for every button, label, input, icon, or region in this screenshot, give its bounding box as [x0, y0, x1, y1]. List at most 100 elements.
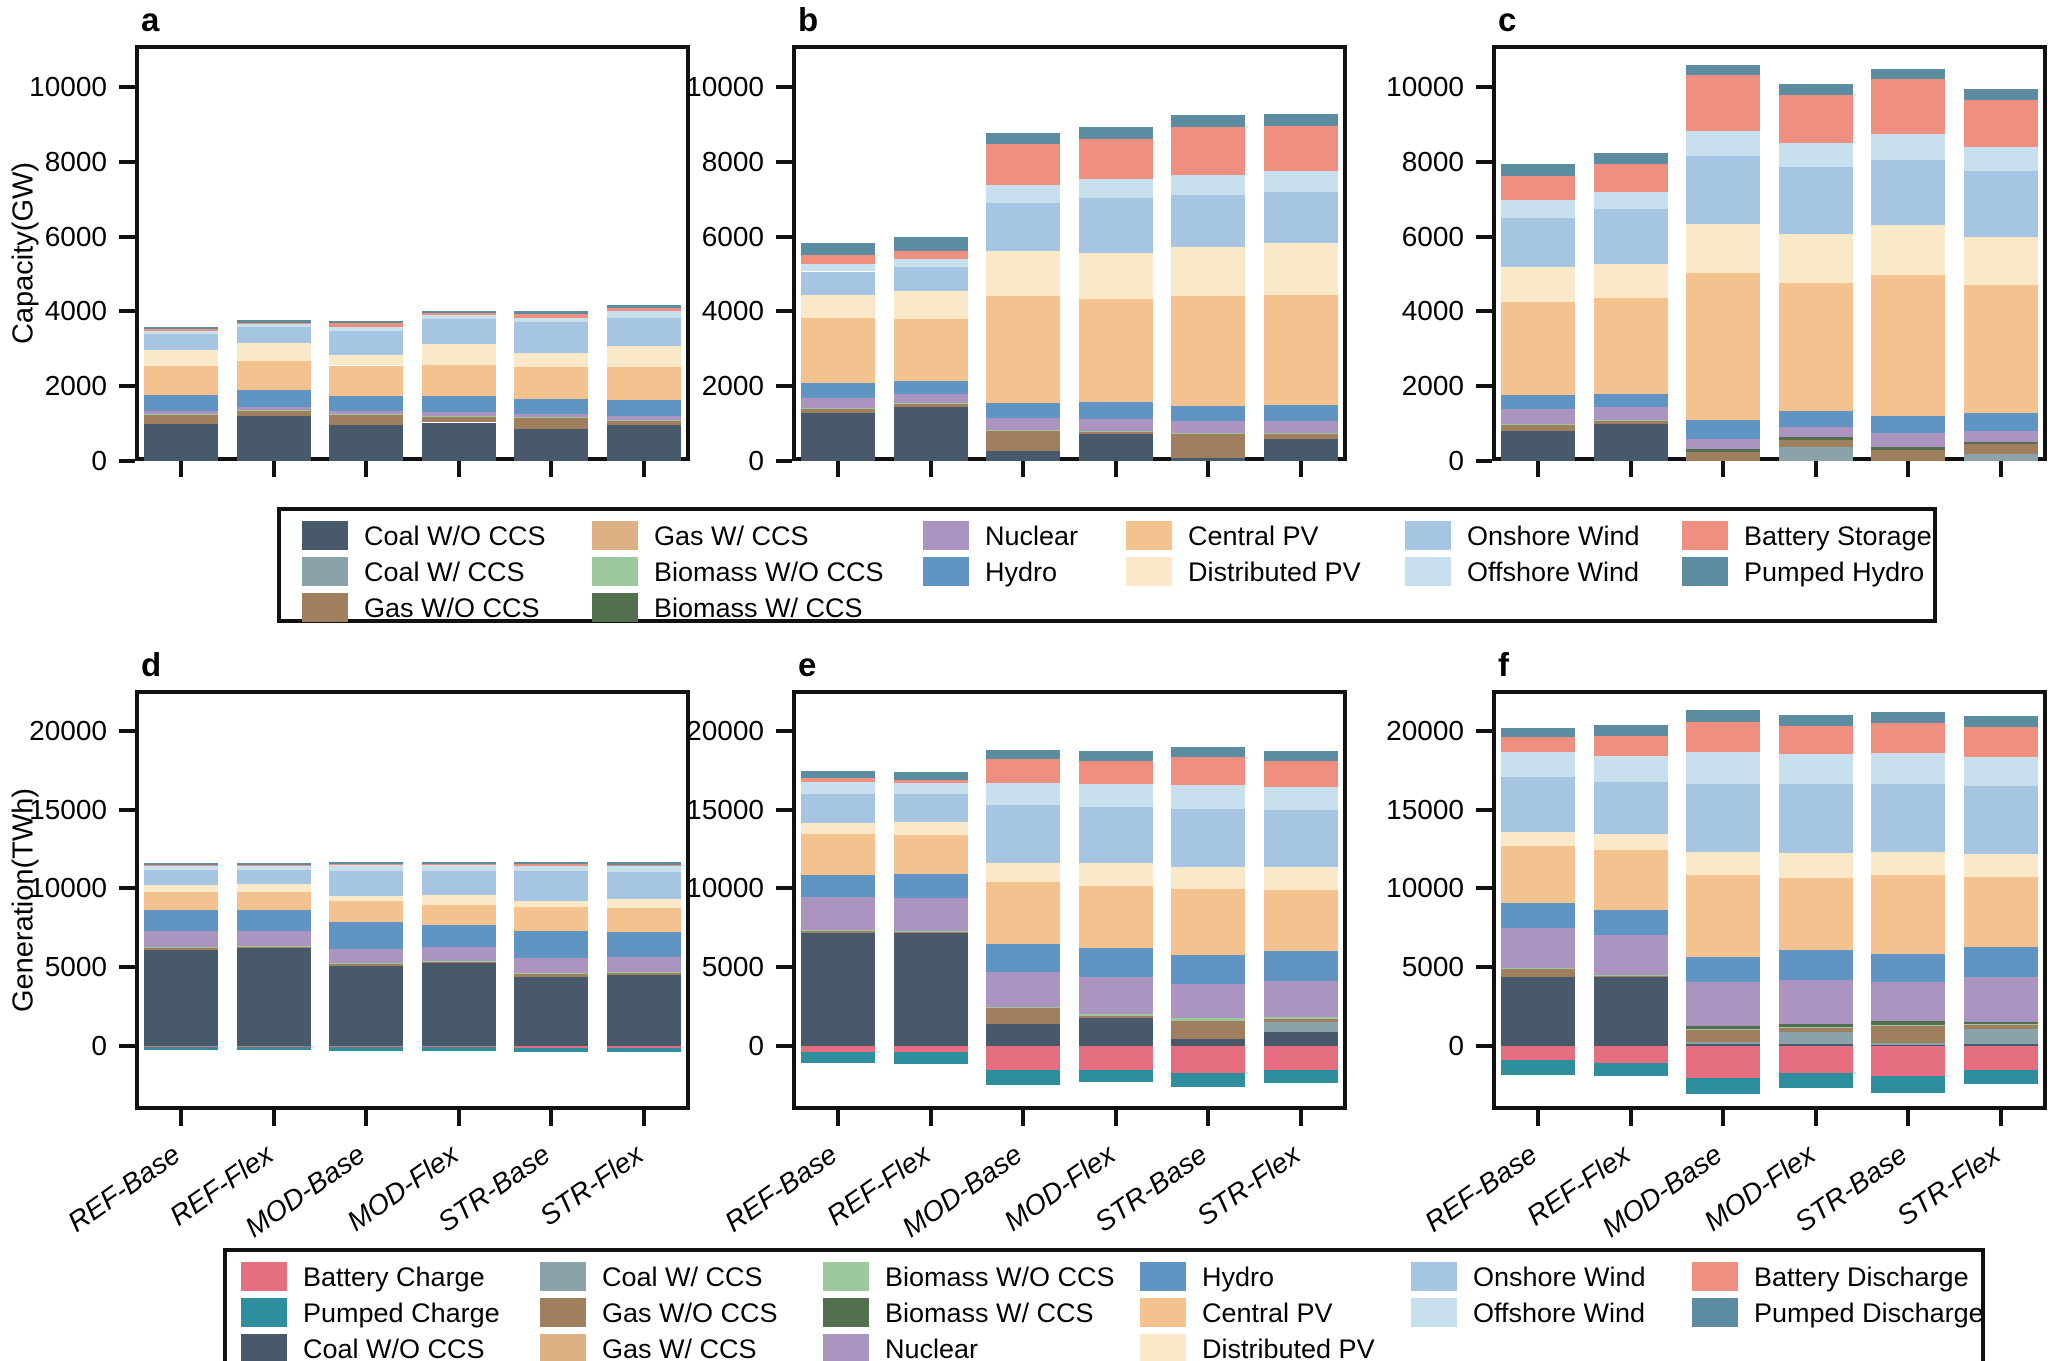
segment-gas-w-o-ccs — [986, 1008, 1060, 1024]
legend-item-battery-discharge: Battery Discharge — [1692, 1262, 1972, 1292]
segment-pumped-charge — [1964, 1069, 2038, 1084]
segment-central-pv — [1871, 874, 1945, 954]
legend-label: Distributed PV — [1202, 1334, 1375, 1361]
segment-nuclear — [1264, 981, 1338, 1017]
segment-battery-discharge — [329, 864, 403, 866]
segment-battery-charge — [986, 1046, 1060, 1070]
segment-central-pv — [1594, 850, 1668, 910]
legend-label: Battery Charge — [303, 1262, 485, 1292]
panel-f-plot — [1492, 690, 2047, 1110]
segment-battery-discharge — [986, 759, 1060, 783]
legend-swatch-icon — [540, 1298, 586, 1327]
legend-item-coal-w-o-ccs: Coal W/O CCS — [302, 521, 582, 551]
y-tick-label: 20000 — [29, 714, 107, 746]
x-tick-mark — [1721, 461, 1726, 477]
segment-hydro — [1594, 393, 1668, 408]
x-tick-mark — [364, 1110, 369, 1126]
segment-pumped-hydro — [1686, 64, 1760, 75]
panel-d-plot — [135, 690, 690, 1110]
segment-hydro — [329, 921, 403, 949]
y-tick-mark — [776, 309, 792, 314]
y-tick-label: 10000 — [686, 872, 764, 904]
y-tick-mark — [776, 1044, 792, 1048]
legend-swatch-icon — [823, 1334, 869, 1361]
legend-item-onshore-wind: Onshore Wind — [1405, 521, 1685, 551]
segment-onshore-wind — [1501, 776, 1575, 832]
segment-offshore-wind — [1964, 756, 2038, 786]
bar-REF-Flex — [1594, 690, 1668, 1110]
y-tick-mark — [776, 384, 792, 389]
y-tick-label: 15000 — [686, 793, 764, 825]
segment-nuclear — [237, 406, 311, 411]
x-tick-mark — [1298, 1110, 1303, 1126]
y-tick-label: 4000 — [1401, 295, 1464, 327]
y-tick-mark — [776, 965, 792, 970]
segment-central-pv — [1779, 283, 1853, 412]
segment-coal-w-ccs — [1264, 1022, 1338, 1032]
segment-battery-discharge — [1779, 725, 1853, 755]
y-tick-mark — [1476, 85, 1492, 90]
segment-gas-w-o-ccs — [801, 407, 875, 414]
segment-central-pv — [1264, 294, 1338, 405]
segment-coal-w-o-ccs — [514, 429, 588, 461]
segment-battery-discharge — [1964, 726, 2038, 757]
legend-item-biomass-w-ccs: Biomass W/ CCS — [592, 593, 872, 623]
segment-pumped-hydro — [1501, 163, 1575, 176]
bar-REF-Flex — [894, 690, 968, 1110]
segment-battery-charge — [144, 1046, 218, 1047]
segment-offshore-wind — [1964, 146, 2038, 171]
y-tick-label: 0 — [748, 445, 764, 476]
segment-gas-w-o-ccs — [237, 410, 311, 417]
segment-distributed-pv — [1171, 867, 1245, 890]
segment-gas-w-o-ccs — [1594, 975, 1668, 978]
segment-battery-discharge — [894, 779, 968, 783]
y-tick-mark — [1476, 234, 1492, 239]
segment-coal-w-o-ccs — [422, 963, 496, 1046]
segment-coal-w-o-ccs — [329, 966, 403, 1046]
segment-onshore-wind — [1871, 784, 1945, 852]
segment-coal-w-o-ccs — [422, 422, 496, 461]
y-tick-mark — [1476, 384, 1492, 389]
segment-biomass-w-o-ccs — [1171, 1018, 1245, 1021]
y-tick-mark — [119, 1044, 135, 1048]
segment-battery-charge — [237, 1046, 311, 1047]
segment-distributed-pv — [1779, 233, 1853, 284]
y-tick-label: 0 — [748, 1030, 764, 1061]
segment-hydro — [1686, 957, 1760, 983]
segment-distributed-pv — [1264, 867, 1338, 890]
generation-legend: Battery Charge Pumped Charge Coal W/O CCS C… — [223, 1248, 1985, 1361]
segment-nuclear — [422, 412, 496, 416]
segment-central-pv — [1964, 284, 2038, 413]
segment-nuclear — [1171, 421, 1245, 434]
legend-swatch-icon — [302, 593, 348, 622]
segment-onshore-wind — [144, 869, 218, 885]
legend-label: Onshore Wind — [1473, 1262, 1646, 1292]
segment-nuclear — [1686, 982, 1760, 1026]
segment-battery-storage — [514, 313, 588, 319]
segment-coal-w-o-ccs — [894, 932, 968, 1046]
segment-central-pv — [422, 365, 496, 397]
segment-gas-w-o-ccs — [1171, 434, 1245, 458]
segment-coal-w-ccs — [1871, 1043, 1945, 1046]
segment-onshore-wind — [329, 870, 403, 896]
segment-biomass-w-ccs — [1779, 437, 1853, 440]
bar-REF-Base — [1501, 690, 1575, 1110]
legend-item-distributed-pv: Distributed PV — [1140, 1334, 1420, 1361]
segment-nuclear — [1501, 409, 1575, 424]
bar-MOD-Base — [1686, 45, 1760, 461]
segment-pumped-hydro — [607, 305, 681, 308]
y-tick-label: 6000 — [44, 220, 107, 252]
segment-hydro — [1171, 406, 1245, 421]
x-tick-mark — [364, 461, 369, 477]
segment-battery-charge — [1871, 1046, 1945, 1076]
segment-battery-discharge — [607, 864, 681, 867]
segment-battery-storage — [1264, 125, 1338, 171]
y-tick-label: 0 — [91, 1030, 107, 1061]
bar-MOD-Flex — [1079, 690, 1153, 1110]
segment-biomass-w-o-ccs — [1264, 432, 1338, 435]
segment-onshore-wind — [801, 794, 875, 823]
segment-pumped-charge — [1079, 1069, 1153, 1083]
segment-battery-charge — [329, 1046, 403, 1048]
bar-MOD-Base — [1686, 690, 1760, 1110]
segment-pumped-charge — [986, 1069, 1060, 1085]
